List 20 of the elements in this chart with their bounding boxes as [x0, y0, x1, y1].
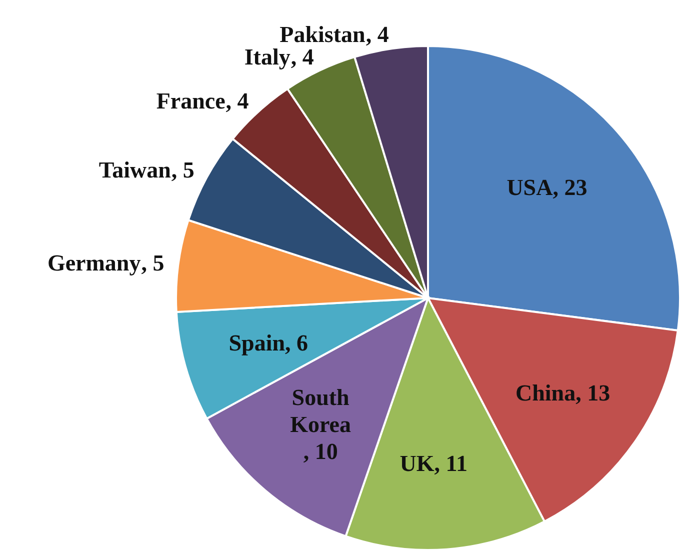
data-label: , 11 — [434, 450, 468, 476]
data-label: , 4 — [366, 22, 390, 47]
slice-label: USA — [506, 175, 554, 200]
data-label: , 4 — [290, 44, 314, 70]
data-label: , 13 — [576, 380, 610, 406]
slice-label: UK — [400, 450, 434, 476]
slice-label: South Korea — [290, 384, 352, 437]
slice-label: China — [515, 380, 576, 406]
data-label: , 5 — [141, 250, 164, 276]
slice-label: Pakistan — [280, 22, 366, 47]
data-label: , 5 — [171, 158, 194, 183]
data-label: , 23 — [552, 175, 588, 200]
slice-label: Italy — [244, 44, 291, 70]
data-label: , 6 — [285, 330, 308, 356]
data-label: , 4 — [226, 88, 250, 114]
slice-label: Germany — [47, 250, 142, 276]
slice-label: Taiwan — [98, 158, 172, 183]
slice-label: Spain — [228, 330, 286, 356]
data-label: , 10 — [303, 438, 338, 464]
slice-label: France — [156, 88, 226, 114]
